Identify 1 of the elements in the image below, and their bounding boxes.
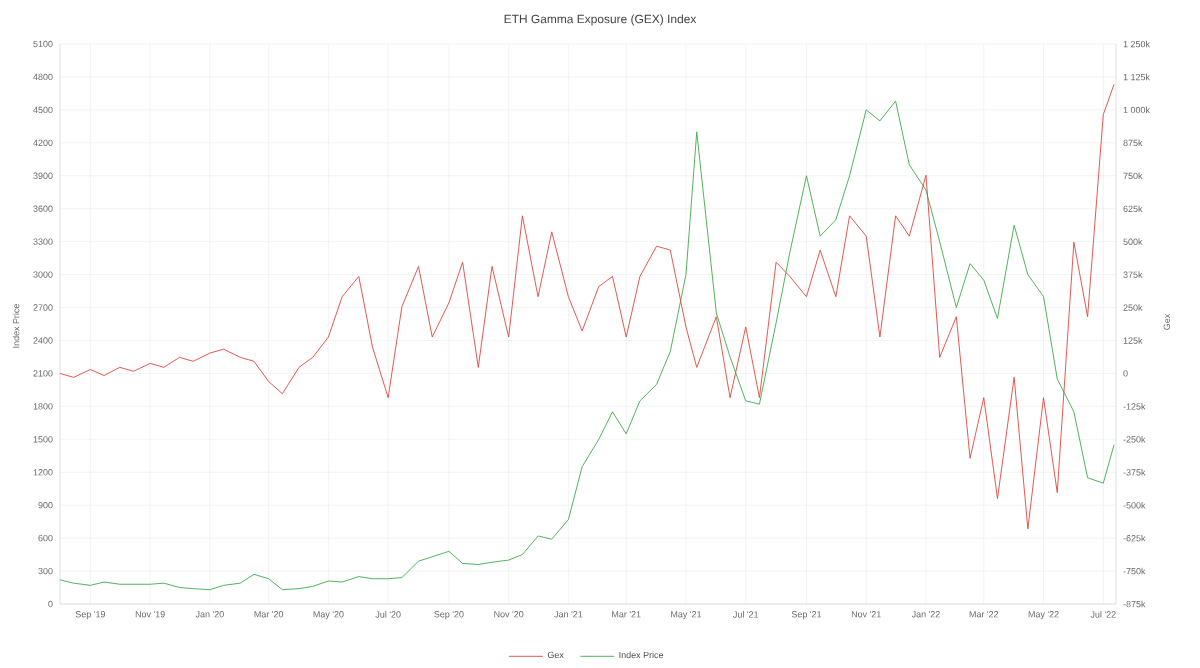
line-series: [60, 83, 1115, 530]
